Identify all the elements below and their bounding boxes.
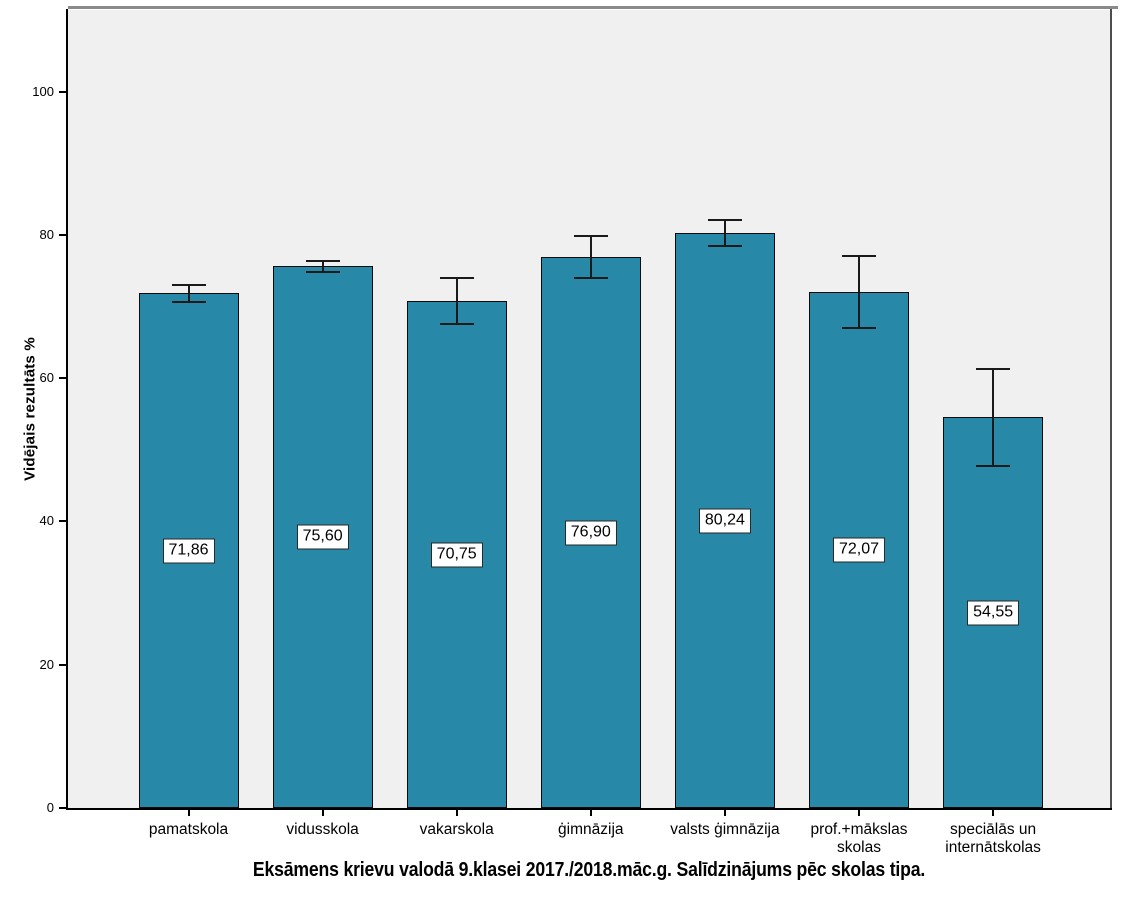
y-tick-label: 0 bbox=[46, 800, 54, 815]
error-bar-stem bbox=[187, 284, 190, 302]
x-tick bbox=[187, 808, 190, 816]
value-label: 71,86 bbox=[162, 538, 215, 564]
x-tick bbox=[589, 808, 592, 816]
error-bar-stem bbox=[455, 278, 458, 325]
y-tick bbox=[59, 807, 68, 809]
error-bar-cap-top bbox=[842, 254, 876, 257]
chart-marks: 0 20 40 60 80 100 71,86 pamatskola 75,60 vidussko… bbox=[32, 10, 1110, 856]
error-bar-cap-top bbox=[305, 259, 340, 262]
error-bar-cap-bottom bbox=[171, 300, 206, 303]
error-bar-cap-bottom bbox=[573, 276, 608, 279]
value-label: 70,75 bbox=[430, 542, 483, 568]
error-bar-stem bbox=[723, 220, 726, 247]
y-tick bbox=[59, 233, 68, 236]
x-tick-label: ģimnāzija bbox=[558, 821, 624, 838]
plot-frame-top-shadow bbox=[68, 6, 1118, 9]
x-tick bbox=[723, 808, 726, 816]
error-bar-cap-bottom bbox=[439, 323, 474, 326]
x-tick-label: valsts ģimnāzija bbox=[670, 821, 780, 838]
value-label: 75,60 bbox=[296, 524, 349, 550]
x-tick bbox=[992, 808, 995, 816]
error-bar-stem bbox=[589, 236, 592, 278]
y-tick-label: 40 bbox=[39, 513, 54, 529]
x-tick-label: speciālās un internātskolas bbox=[945, 821, 1041, 856]
y-tick-label: 60 bbox=[39, 370, 54, 386]
y-tick bbox=[59, 377, 68, 380]
error-bar-stem bbox=[992, 368, 995, 466]
error-bar-cap-bottom bbox=[707, 245, 742, 248]
value-label: 76,90 bbox=[564, 520, 617, 546]
y-tick bbox=[59, 90, 68, 93]
error-bar-cap-bottom bbox=[842, 326, 876, 329]
chart-title: Eksāmens krievu valodā 9.klasei 2017./20… bbox=[252, 858, 926, 881]
x-axis-line bbox=[66, 808, 1112, 810]
error-bar-cap-top bbox=[976, 367, 1011, 370]
x-tick bbox=[455, 808, 458, 816]
x-tick-label: vakarskola bbox=[419, 821, 494, 838]
error-bar-cap-top bbox=[171, 283, 206, 286]
error-bar-stem bbox=[321, 260, 324, 273]
x-tick bbox=[321, 808, 324, 816]
y-tick-label: 100 bbox=[32, 83, 54, 99]
value-label: 80,24 bbox=[698, 508, 751, 534]
y-axis-title: Vidējais rezultāts % bbox=[21, 337, 39, 481]
y-tick-label: 80 bbox=[39, 226, 54, 242]
error-bar-stem bbox=[858, 255, 860, 328]
y-tick-label: 20 bbox=[39, 656, 54, 672]
plot-frame-right-shadow bbox=[1110, 9, 1112, 808]
value-label: 72,07 bbox=[832, 537, 886, 563]
error-bar-cap-top bbox=[439, 277, 474, 280]
x-tick bbox=[858, 808, 860, 816]
y-tick bbox=[59, 520, 68, 523]
x-tick-label: prof.+mākslas skolas bbox=[810, 821, 908, 856]
y-axis-line bbox=[66, 9, 68, 808]
x-tick-label: pamatskola bbox=[148, 821, 229, 838]
y-tick bbox=[59, 663, 68, 666]
x-tick-label: vidusskola bbox=[286, 821, 359, 838]
error-bar-cap-bottom bbox=[305, 271, 340, 274]
error-bar-cap-bottom bbox=[976, 464, 1011, 467]
value-label: 54,55 bbox=[967, 600, 1020, 626]
error-bar-cap-top bbox=[707, 219, 742, 222]
error-bar-cap-top bbox=[573, 235, 608, 238]
